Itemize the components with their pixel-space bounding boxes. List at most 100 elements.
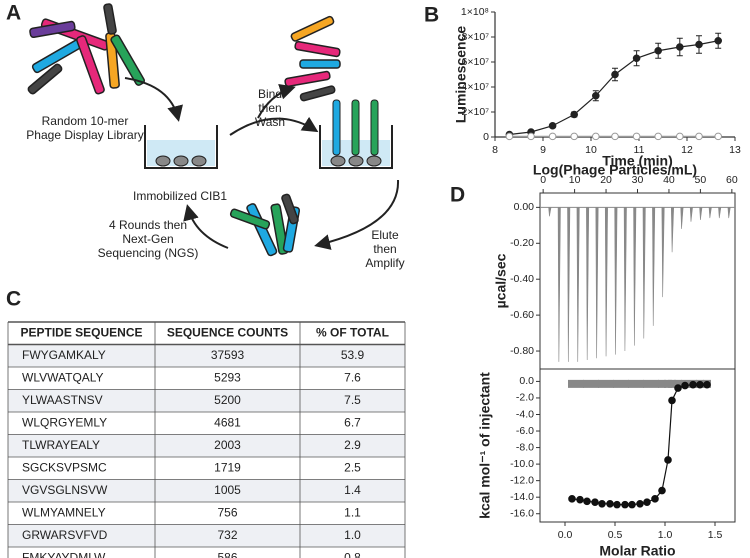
x-axis-title: Molar Ratio: [599, 543, 675, 558]
x-tick-label: 10: [569, 174, 581, 186]
point: [714, 36, 723, 45]
y-tick-label: 8×10⁷: [462, 31, 490, 43]
table-cell: 1.1: [344, 505, 361, 519]
table-cell: 1.4: [344, 483, 361, 497]
charts: 8 9 10 11 12 13 0 2×10⁷ 4×10⁷ 6×10⁷ 8×10⁷ 1×10⁸ Log(…: [453, 6, 741, 558]
y-tick-label: -10.0: [510, 458, 534, 470]
bound-well: [319, 99, 393, 169]
table-cell: SGCKSVPSMC: [22, 460, 107, 474]
table-cell: VGVSGLNSVW: [22, 483, 108, 497]
phage-cluster: [27, 3, 145, 95]
injection-peak: [708, 207, 712, 219]
point: [714, 132, 723, 141]
x-tick-label: 9: [540, 144, 546, 156]
panel-label: B: [424, 4, 439, 27]
table-cell: WLMYAMNELY: [22, 505, 106, 519]
point: [636, 379, 644, 388]
x-tick-label: 1.0: [658, 529, 673, 541]
x-tick-label: 60: [726, 174, 738, 186]
point: [703, 380, 711, 389]
point: [568, 495, 576, 503]
x-tick-label: 40: [663, 174, 675, 186]
point: [598, 500, 606, 508]
point: [676, 132, 684, 141]
bind-label: Bind: [258, 87, 282, 101]
y-tick-label: -4.0: [516, 408, 534, 420]
y-tick-label: -6.0: [516, 425, 534, 437]
injection-peak: [689, 207, 693, 222]
point: [613, 379, 621, 388]
point: [664, 456, 672, 464]
rounds-label: Sequencing (NGS): [98, 246, 199, 260]
library-label: Phage Display Library: [26, 128, 143, 142]
x-tick-label: 10: [585, 144, 597, 156]
x-tick-label: 11: [634, 144, 645, 156]
target-label: Immobilized CIB1: [133, 189, 227, 203]
x-tick-label: 0: [540, 174, 546, 186]
x-tick-label: 12: [681, 144, 693, 156]
point: [621, 500, 629, 509]
table: PEPTIDE SEQUENCE SEQUENCE COUNTS % OF TOTA…: [7, 321, 406, 558]
row-shade: [8, 389, 405, 412]
point: [636, 500, 644, 508]
column-header: SEQUENCE COUNTS: [167, 325, 288, 339]
point: [611, 132, 619, 141]
point: [651, 379, 659, 388]
x-tick-label: 13: [729, 144, 741, 156]
rounds-label: 4 Rounds then: [109, 218, 187, 232]
table-cell: WLVWATQALY: [22, 370, 104, 384]
y-tick-label: -0.60: [510, 309, 534, 321]
arrows: [124, 77, 400, 250]
x-tick-label: 50: [695, 174, 707, 186]
y-tick-label: -16.0: [510, 508, 534, 520]
point: [568, 379, 576, 388]
point: [576, 495, 584, 504]
table-cell: YLWAASTNSV: [22, 393, 103, 407]
y-tick-label: -2.0: [516, 392, 534, 404]
y-axis-title: µcal/sec: [493, 253, 509, 308]
point: [658, 486, 666, 495]
point: [527, 132, 535, 141]
table-cell: 1719: [214, 460, 241, 474]
fit-line: [509, 40, 719, 136]
y-tick-label: 0: [483, 131, 489, 143]
point: [674, 384, 682, 392]
x-tick-label: 0.0: [558, 529, 573, 541]
y-axis-title: Luminescence: [453, 26, 469, 123]
point: [505, 132, 514, 141]
table-cell: 6.7: [344, 415, 361, 429]
point: [696, 380, 704, 389]
eluted-phage: [229, 193, 301, 257]
elute-label: Elute: [371, 228, 399, 242]
injection-peak: [718, 207, 722, 219]
table-cell: 586: [217, 550, 237, 558]
x-tick-label: 20: [600, 174, 612, 186]
table-cell: GRWARSVFVD: [22, 528, 108, 542]
point: [676, 43, 684, 51]
elute-label: Amplify: [365, 256, 404, 270]
x-tick-label: 0.5: [608, 529, 623, 541]
point: [632, 54, 641, 63]
table-cell: 5293: [214, 370, 241, 384]
table-cell: 1005: [214, 483, 241, 497]
y-tick-label: -0.80: [510, 345, 534, 357]
injection-peak: [680, 207, 684, 229]
point: [689, 380, 697, 389]
row-shade: [8, 524, 405, 547]
point: [576, 379, 584, 388]
injection-peak: [567, 207, 571, 362]
point: [606, 379, 614, 388]
table-cell: 7.5: [344, 393, 361, 407]
y-tick-label: 6×10⁷: [462, 56, 490, 68]
injection-peak: [557, 207, 561, 362]
well: [144, 125, 218, 169]
injection-peak: [633, 207, 637, 346]
point: [654, 132, 663, 141]
table-cell: 756: [217, 505, 237, 519]
y-tick-label: 0.00: [514, 201, 535, 213]
point: [681, 381, 689, 390]
injection-peak: [727, 207, 731, 219]
washed-phage: [284, 15, 341, 102]
table-cell: 1.0: [344, 528, 361, 542]
